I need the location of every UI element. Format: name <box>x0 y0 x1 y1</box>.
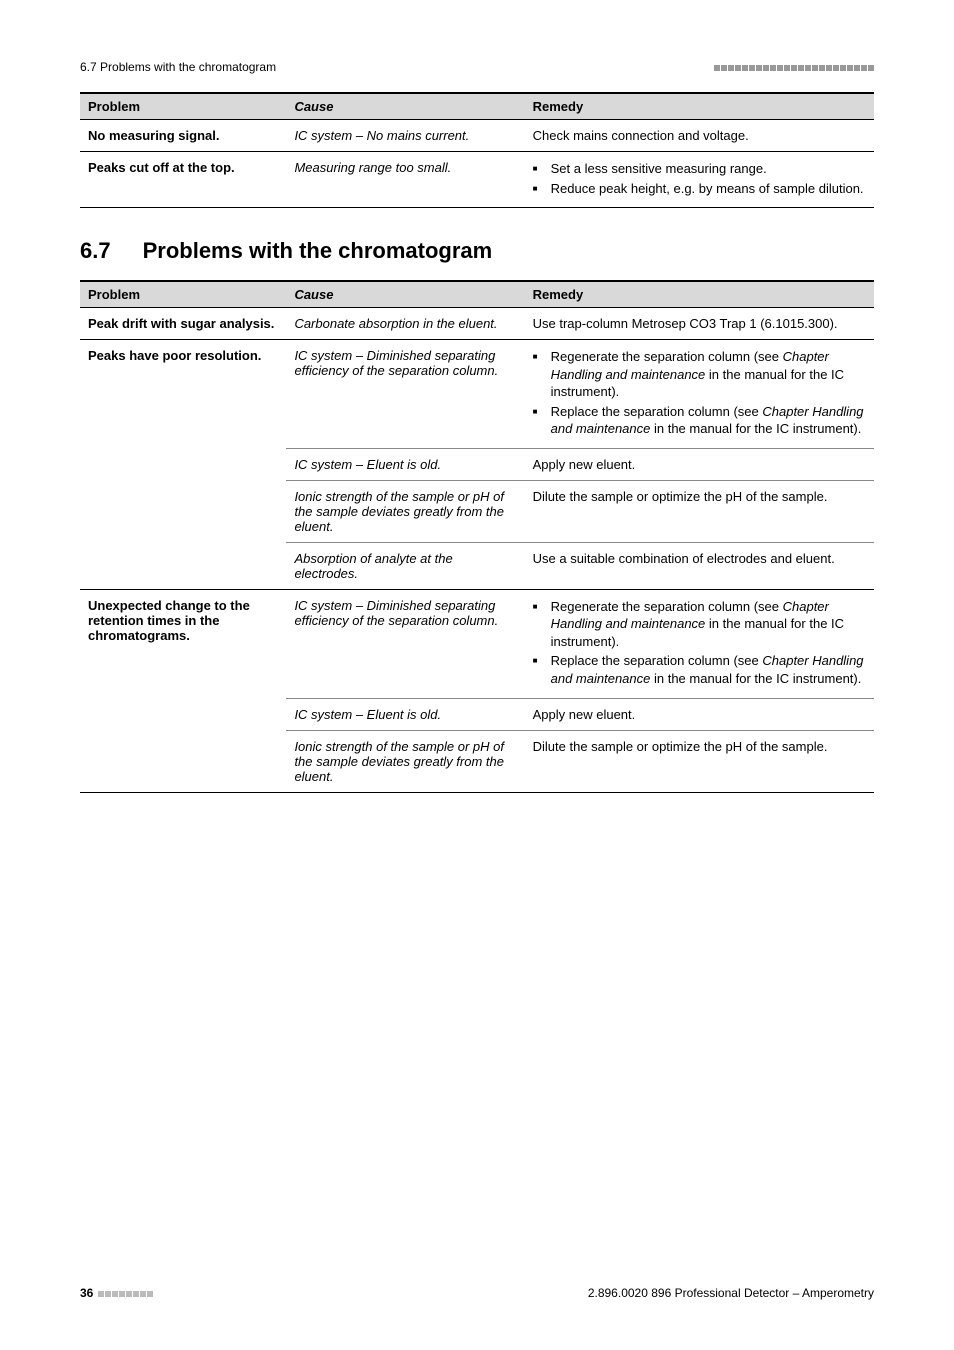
remedy-cell: Use a suitable combination of electrodes… <box>525 542 874 589</box>
header-section-label: 6.7 Problems with the chromatogram <box>80 60 276 74</box>
cause-cell: Carbonate absorption in the eluent. <box>286 308 524 340</box>
problem-cell: No measuring signal. <box>80 120 286 152</box>
remedy-list: Set a less sensitive measuring range. Red… <box>533 160 866 197</box>
remedy-cell: Apply new eluent. <box>525 448 874 480</box>
footer-page: 36 <box>80 1286 153 1300</box>
remedy-list: Regenerate the separation column (see Ch… <box>533 598 866 688</box>
page-footer: 36 2.896.0020 896 Professional Detector … <box>80 1286 874 1300</box>
remedy-item: Regenerate the separation column (see Ch… <box>533 348 866 401</box>
section-number: 6.7 <box>80 238 111 264</box>
remedy-text: Check mains connection and voltage. <box>533 128 749 143</box>
cause-cell: IC system – Diminished separating effici… <box>286 589 524 698</box>
page-header: 6.7 Problems with the chromatogram <box>80 60 874 74</box>
cause-cell: Measuring range too small. <box>286 152 524 208</box>
remedy-text: Dilute the sample or optimize the pH of … <box>533 489 828 504</box>
remedy-cell: Regenerate the separation column (see Ch… <box>525 589 874 698</box>
remedy-cell: Dilute the sample or optimize the pH of … <box>525 730 874 792</box>
table-row: Peaks cut off at the top.Measuring range… <box>80 152 874 208</box>
col-head-problem: Problem <box>80 93 286 120</box>
remedy-cell: Apply new eluent. <box>525 698 874 730</box>
cause-cell: Absorption of analyte at the electrodes. <box>286 542 524 589</box>
table-row: No measuring signal.IC system – No mains… <box>80 120 874 152</box>
table-row: Peaks have poor resolution.IC system – D… <box>80 340 874 449</box>
table-chromatogram: Problem Cause Remedy Peak drift with sug… <box>80 280 874 792</box>
remedy-text: Apply new eluent. <box>533 707 636 722</box>
remedy-cell: Set a less sensitive measuring range. Red… <box>525 152 874 208</box>
cause-cell: IC system – Diminished separating effici… <box>286 340 524 449</box>
remedy-cell: Dilute the sample or optimize the pH of … <box>525 480 874 542</box>
problem-cell: Peaks cut off at the top. <box>80 152 286 208</box>
cause-cell: Ionic strength of the sample or pH of th… <box>286 730 524 792</box>
footer-doc-title: 2.896.0020 896 Professional Detector – A… <box>588 1286 874 1300</box>
remedy-cell: Use trap-column Metrosep CO3 Trap 1 (6.1… <box>525 308 874 340</box>
remedy-cell: Regenerate the separation column (see Ch… <box>525 340 874 449</box>
remedy-list: Regenerate the separation column (see Ch… <box>533 348 866 438</box>
remedy-cell: Check mains connection and voltage. <box>525 120 874 152</box>
table-row: Unexpected change to the retention times… <box>80 589 874 698</box>
cause-cell: IC system – No mains current. <box>286 120 524 152</box>
remedy-item: Regenerate the separation column (see Ch… <box>533 598 866 651</box>
remedy-item: Reduce peak height, e.g. by means of sam… <box>533 180 866 198</box>
cause-cell: Ionic strength of the sample or pH of th… <box>286 480 524 542</box>
remedy-item: Replace the separation column (see Chapt… <box>533 652 866 687</box>
remedy-text: Use a suitable combination of electrodes… <box>533 551 835 566</box>
problem-cell: Peak drift with sugar analysis. <box>80 308 286 340</box>
problem-cell: Peaks have poor resolution. <box>80 340 286 590</box>
header-squares <box>713 60 874 74</box>
table-continued: Problem Cause Remedy No measuring signal… <box>80 92 874 208</box>
col-head-cause: Cause <box>286 93 524 120</box>
remedy-item: Set a less sensitive measuring range. <box>533 160 866 178</box>
cause-cell: IC system – Eluent is old. <box>286 448 524 480</box>
page-number: 36 <box>80 1286 93 1300</box>
problem-cell: Unexpected change to the retention times… <box>80 589 286 792</box>
remedy-text: Apply new eluent. <box>533 457 636 472</box>
col-head-problem: Problem <box>80 281 286 308</box>
remedy-item: Replace the separation column (see Chapt… <box>533 403 866 438</box>
col-head-remedy: Remedy <box>525 93 874 120</box>
col-head-remedy: Remedy <box>525 281 874 308</box>
remedy-text: Use trap-column Metrosep CO3 Trap 1 (6.1… <box>533 316 838 331</box>
section-title: Problems with the chromatogram <box>143 238 493 264</box>
col-head-cause: Cause <box>286 281 524 308</box>
table-row: Peak drift with sugar analysis.Carbonate… <box>80 308 874 340</box>
cause-cell: IC system – Eluent is old. <box>286 698 524 730</box>
section-heading: 6.7 Problems with the chromatogram <box>80 238 874 264</box>
remedy-text: Dilute the sample or optimize the pH of … <box>533 739 828 754</box>
footer-squares <box>97 1286 153 1300</box>
